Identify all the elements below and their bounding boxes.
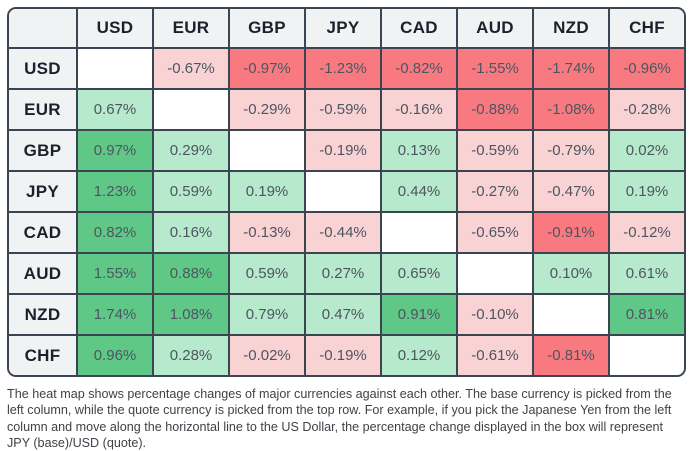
row-aud: AUD 1.55% 0.88% 0.59% 0.27% 0.65% 0.10% 0.61%: [9, 252, 684, 295]
col-header-nzd: NZD: [532, 9, 610, 49]
heatmap-body: USD -0.67% -0.97% -1.23% -0.82% -1.55% -1.74% -…: [9, 47, 684, 375]
cell-cad-nzd: -0.91%: [532, 211, 610, 254]
col-header-usd: USD: [76, 9, 154, 49]
currency-heatmap-table: USD EUR GBP JPY CAD AUD NZD CHF USD -0.67% -0.97%…: [9, 9, 684, 375]
cell-cad-chf: -0.12%: [608, 211, 684, 254]
cell-gbp-jpy: -0.19%: [304, 129, 382, 172]
row-jpy: JPY 1.23% 0.59% 0.19% 0.44% -0.27% -0.47% 0.19%: [9, 170, 684, 213]
cell-aud-usd: 1.55%: [76, 252, 154, 295]
cell-chf-aud: -0.61%: [456, 334, 534, 375]
cell-eur-nzd: -1.08%: [532, 88, 610, 131]
cell-gbp-gbp: [228, 129, 306, 172]
col-header-eur: EUR: [152, 9, 230, 49]
corner-cell: [9, 9, 78, 49]
cell-nzd-eur: 1.08%: [152, 293, 230, 336]
col-header-jpy: JPY: [304, 9, 382, 49]
cell-jpy-aud: -0.27%: [456, 170, 534, 213]
cell-usd-usd: [76, 47, 154, 90]
cell-gbp-chf: 0.02%: [608, 129, 684, 172]
cell-eur-gbp: -0.29%: [228, 88, 306, 131]
cell-nzd-chf: 0.81%: [608, 293, 684, 336]
cell-gbp-cad: 0.13%: [380, 129, 458, 172]
cell-gbp-nzd: -0.79%: [532, 129, 610, 172]
cell-nzd-nzd: [532, 293, 610, 336]
cell-cad-jpy: -0.44%: [304, 211, 382, 254]
col-header-gbp: GBP: [228, 9, 306, 49]
cell-chf-usd: 0.96%: [76, 334, 154, 375]
cell-chf-gbp: -0.02%: [228, 334, 306, 375]
row-header-nzd: NZD: [9, 293, 78, 336]
cell-usd-jpy: -1.23%: [304, 47, 382, 90]
row-header-aud: AUD: [9, 252, 78, 295]
row-eur: EUR 0.67% -0.29% -0.59% -0.16% -0.88% -1.08% -0…: [9, 88, 684, 131]
caption-text: The heat map shows percentage changes of…: [7, 387, 672, 451]
row-header-cad: CAD: [9, 211, 78, 254]
heatmap-frame: USD EUR GBP JPY CAD AUD NZD CHF USD -0.67% -0.97%…: [7, 7, 686, 377]
row-nzd: NZD 1.74% 1.08% 0.79% 0.47% 0.91% -0.10% 0.81%: [9, 293, 684, 336]
cell-aud-cad: 0.65%: [380, 252, 458, 295]
cell-chf-eur: 0.28%: [152, 334, 230, 375]
cell-aud-chf: 0.61%: [608, 252, 684, 295]
cell-eur-eur: [152, 88, 230, 131]
cell-eur-usd: 0.67%: [76, 88, 154, 131]
cell-nzd-usd: 1.74%: [76, 293, 154, 336]
cell-usd-cad: -0.82%: [380, 47, 458, 90]
row-header-chf: CHF: [9, 334, 78, 375]
cell-gbp-eur: 0.29%: [152, 129, 230, 172]
cell-usd-gbp: -0.97%: [228, 47, 306, 90]
col-header-chf: CHF: [608, 9, 684, 49]
cell-chf-jpy: -0.19%: [304, 334, 382, 375]
cell-aud-aud: [456, 252, 534, 295]
cell-aud-eur: 0.88%: [152, 252, 230, 295]
cell-jpy-jpy: [304, 170, 382, 213]
cell-jpy-chf: 0.19%: [608, 170, 684, 213]
header-row: USD EUR GBP JPY CAD AUD NZD CHF: [9, 9, 684, 49]
cell-cad-cad: [380, 211, 458, 254]
cell-cad-gbp: -0.13%: [228, 211, 306, 254]
cell-jpy-nzd: -0.47%: [532, 170, 610, 213]
row-chf: CHF 0.96% 0.28% -0.02% -0.19% 0.12% -0.61% -0.8…: [9, 334, 684, 375]
cell-chf-chf: [608, 334, 684, 375]
cell-usd-eur: -0.67%: [152, 47, 230, 90]
row-header-jpy: JPY: [9, 170, 78, 213]
col-header-aud: AUD: [456, 9, 534, 49]
row-header-gbp: GBP: [9, 129, 78, 172]
cell-nzd-aud: -0.10%: [456, 293, 534, 336]
cell-nzd-gbp: 0.79%: [228, 293, 306, 336]
cell-gbp-aud: -0.59%: [456, 129, 534, 172]
cell-usd-aud: -1.55%: [456, 47, 534, 90]
cell-eur-chf: -0.28%: [608, 88, 684, 131]
cell-jpy-cad: 0.44%: [380, 170, 458, 213]
row-header-eur: EUR: [9, 88, 78, 131]
row-usd: USD -0.67% -0.97% -1.23% -0.82% -1.55% -1.74% -…: [9, 47, 684, 90]
cell-cad-eur: 0.16%: [152, 211, 230, 254]
cell-chf-nzd: -0.81%: [532, 334, 610, 375]
col-header-cad: CAD: [380, 9, 458, 49]
cell-usd-nzd: -1.74%: [532, 47, 610, 90]
cell-jpy-gbp: 0.19%: [228, 170, 306, 213]
cell-jpy-usd: 1.23%: [76, 170, 154, 213]
cell-nzd-cad: 0.91%: [380, 293, 458, 336]
cell-jpy-eur: 0.59%: [152, 170, 230, 213]
cell-cad-usd: 0.82%: [76, 211, 154, 254]
cell-eur-cad: -0.16%: [380, 88, 458, 131]
cell-aud-nzd: 0.10%: [532, 252, 610, 295]
cell-chf-cad: 0.12%: [380, 334, 458, 375]
row-gbp: GBP 0.97% 0.29% -0.19% 0.13% -0.59% -0.79% 0.02…: [9, 129, 684, 172]
cell-aud-jpy: 0.27%: [304, 252, 382, 295]
cell-nzd-jpy: 0.47%: [304, 293, 382, 336]
page: USD EUR GBP JPY CAD AUD NZD CHF USD -0.67% -0.97%…: [7, 7, 686, 451]
cell-aud-gbp: 0.59%: [228, 252, 306, 295]
cell-eur-aud: -0.88%: [456, 88, 534, 131]
cell-gbp-usd: 0.97%: [76, 129, 154, 172]
cell-cad-aud: -0.65%: [456, 211, 534, 254]
row-header-usd: USD: [9, 47, 78, 90]
cell-eur-jpy: -0.59%: [304, 88, 382, 131]
row-cad: CAD 0.82% 0.16% -0.13% -0.44% -0.65% -0.91% -0.…: [9, 211, 684, 254]
cell-usd-chf: -0.96%: [608, 47, 684, 90]
